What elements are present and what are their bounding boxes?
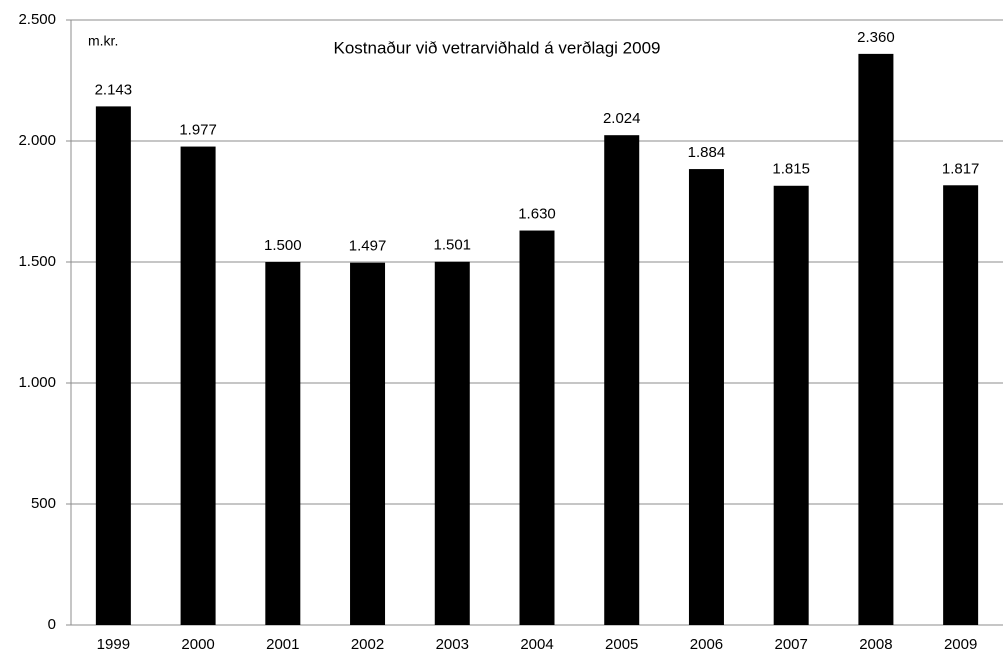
value-label: 1.630 xyxy=(518,206,556,223)
x-tick-label: 2008 xyxy=(859,636,892,653)
bar xyxy=(858,53,894,625)
value-label: 1.817 xyxy=(942,160,980,177)
bar xyxy=(434,261,470,625)
bar xyxy=(604,135,640,625)
x-tick-label: 2000 xyxy=(181,636,214,653)
chart-title: Kostnaður við vetrarviðhald á verðlagi 2… xyxy=(334,38,661,57)
bar xyxy=(773,185,809,625)
y-tick-label: 1.500 xyxy=(18,253,56,270)
x-tick-label: 2002 xyxy=(351,636,384,653)
y-tick-label: 2.000 xyxy=(18,132,56,149)
bar xyxy=(95,106,131,626)
bar xyxy=(350,262,386,625)
x-tick-label: 2007 xyxy=(774,636,807,653)
value-label: 1.815 xyxy=(772,161,810,178)
bar xyxy=(943,185,979,625)
y-tick-label: 500 xyxy=(31,495,56,512)
x-tick-label: 2003 xyxy=(436,636,469,653)
y-tick-label: 2.500 xyxy=(18,11,56,28)
value-label: 1.501 xyxy=(433,237,471,254)
bar xyxy=(265,262,301,625)
x-tick-label: 1999 xyxy=(97,636,130,653)
value-label: 1.500 xyxy=(264,237,302,254)
y-tick-label: 0 xyxy=(48,616,56,633)
bar xyxy=(688,169,724,625)
y-axis-label: m.kr. xyxy=(88,33,118,49)
x-tick-label: 2004 xyxy=(520,636,553,653)
x-tick-label: 2005 xyxy=(605,636,638,653)
y-tick-label: 1.000 xyxy=(18,374,56,391)
value-label: 1.884 xyxy=(688,144,726,161)
value-label: 2.024 xyxy=(603,110,641,127)
x-tick-label: 2001 xyxy=(266,636,299,653)
x-tick-label: 2009 xyxy=(944,636,977,653)
bar xyxy=(519,230,555,626)
value-label: 2.360 xyxy=(857,29,895,46)
value-label: 1.977 xyxy=(179,122,217,139)
value-label: 2.143 xyxy=(95,81,133,98)
bar xyxy=(180,146,216,626)
value-label: 1.497 xyxy=(349,238,387,255)
x-tick-label: 2006 xyxy=(690,636,723,653)
